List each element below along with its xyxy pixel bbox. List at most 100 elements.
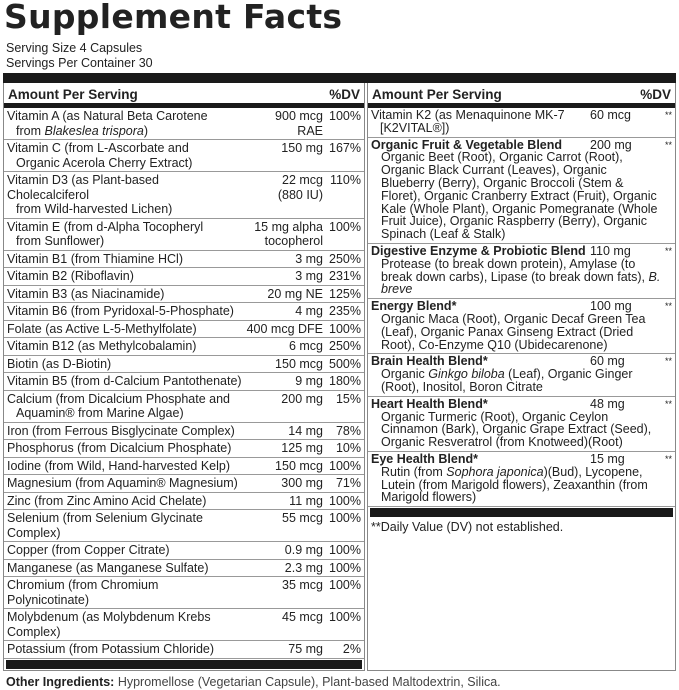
name-line: Vitamin B2 (Riboflavin): [7, 269, 243, 284]
nutrient-row: Selenium (from Selenium Glycinate Comple…: [4, 510, 364, 542]
name-line: Brain Health Blend*: [371, 355, 590, 368]
amount: 150 mg: [243, 141, 323, 170]
text-part: Organic Acerola Cherry Extract): [16, 155, 193, 170]
amount-line: 2.3 mg: [284, 560, 323, 575]
amount-line: 100 mg: [590, 299, 632, 314]
text-part: Zinc (from Zinc Amino Acid Chelate): [7, 493, 207, 508]
amount: 300 mg: [243, 476, 323, 491]
name-continuation: Organic Acerola Cherry Extract): [7, 156, 243, 171]
text-part: Iron (from Ferrous Bisglycinate Complex): [7, 423, 235, 438]
blend-ingredients: Organic Turmeric (Root), Organic Ceylon …: [368, 410, 675, 449]
name-line: Copper (from Copper Citrate): [7, 543, 243, 558]
name-line: Chromium (from Chromium Polynicotinate): [7, 578, 243, 607]
amount-line: 150 mg: [281, 141, 323, 155]
nutrient-name: Chromium (from Chromium Polynicotinate): [4, 578, 243, 607]
name-line: Heart Health Blend*: [371, 396, 590, 411]
amount: 60 mcg: [590, 109, 656, 135]
nutrient-row: Phosphorus (from Dicalcium Phosphate) 125…: [4, 440, 364, 458]
daily-value: **: [664, 139, 672, 150]
text-part: Rutin (from: [381, 464, 447, 479]
daily-value: 100%: [329, 321, 361, 336]
text-part: Organic: [381, 367, 429, 382]
amount-line: 150 mcg: [275, 458, 323, 473]
nutrient-name: Zinc (from Zinc Amino Acid Chelate): [4, 494, 243, 509]
blend-ingredients: Organic Beet (Root), Organic Carrot (Roo…: [368, 151, 675, 241]
amount: 900 mcg RAE: [243, 109, 323, 138]
name-line: Magnesium (from Aquamin® Magnesium): [7, 476, 243, 491]
amount: 14 mg: [243, 424, 323, 439]
amount-line: 200 mg: [590, 137, 632, 152]
name-line: Selenium (from Selenium Glycinate Comple…: [7, 511, 243, 540]
text-part: (Leaf), Organic Ginger (Root), Inositol,…: [381, 367, 633, 394]
amount: 200 mg: [590, 137, 656, 152]
text-part: from: [16, 123, 45, 138]
nutrient-row: Manganese (as Manganese Sulfate) 2.3 mg 10…: [4, 560, 364, 577]
nutrient-row: Iodine (from Wild, Hand-harvested Kelp) 1…: [4, 458, 364, 475]
amount-line: 125 mg: [281, 441, 323, 455]
amount-line: 15 mg alpha: [254, 219, 323, 234]
nutrient-name: Phosphorus (from Dicalcium Phosphate): [4, 441, 243, 456]
amount-line: 35 mcg: [282, 578, 323, 592]
name-line: Digestive Enzyme & Probiotic Blend: [371, 245, 590, 258]
amount: 55 mcg: [243, 511, 323, 540]
daily-value: 125%: [329, 286, 361, 301]
nutrient-name: Iodine (from Wild, Hand-harvested Kelp): [4, 459, 243, 474]
text-part: Biotin (as D-Biotin): [7, 356, 112, 371]
nutrient-row: Vitamin A (as Natural Beta Carotene from …: [4, 108, 364, 140]
text-part: Digestive Enzyme & Probiotic Blend: [371, 243, 586, 258]
amount: 60 mg: [590, 355, 656, 368]
amount-line: 4 mg: [295, 304, 323, 318]
daily-value: **: [664, 245, 672, 256]
daily-value: 100%: [329, 511, 361, 525]
text-part: Calcium (from Dicalcium Phosphate and: [7, 391, 231, 406]
amount-line: 15 mg: [590, 451, 625, 466]
amount-line: (880 IU): [277, 187, 323, 202]
italic-part: B. breve: [381, 269, 661, 297]
nutrient-row: Iron (from Ferrous Bisglycinate Complex)…: [4, 423, 364, 440]
daily-value: 71%: [335, 476, 361, 490]
name-line: Calcium (from Dicalcium Phosphate and: [7, 392, 243, 407]
amount: 9 mg: [243, 374, 323, 389]
daily-value: 78%: [335, 423, 361, 438]
nutrient-name: Vitamin A (as Natural Beta Carotene from …: [4, 109, 243, 138]
text-part: Vitamin B6 (from Pyridoxal-5-Phosphate): [7, 304, 234, 318]
nutrient-name: Heart Health Blend*: [368, 396, 590, 411]
text-part: Vitamin D3 (as Plant-based Cholecalcifer…: [7, 173, 159, 202]
text-part: Heart Health Blend*: [371, 396, 488, 411]
nutrient-name: Vitamin B12 (as Methylcobalamin): [4, 339, 243, 354]
daily-value: 100%: [329, 109, 361, 123]
right-header: Amount Per Serving %DV: [368, 83, 675, 108]
text-part: Vitamin B3 (as Niacinamide): [7, 286, 165, 301]
nutrient-name: Selenium (from Selenium Glycinate Comple…: [4, 511, 243, 540]
nutrient-name: Biotin (as D-Biotin): [4, 357, 243, 372]
amount: 15 mg: [590, 453, 656, 466]
amount-line: 200 mg: [281, 391, 323, 406]
amount: 3 mg: [243, 252, 323, 267]
nutrient-row: Chromium (from Chromium Polynicotinate) 3…: [4, 577, 364, 609]
amount: 150 mcg: [243, 459, 323, 474]
amount-header: Amount Per Serving: [8, 87, 138, 102]
text-part: Phosphorus (from Dicalcium Phosphate): [7, 441, 232, 455]
daily-value: **: [664, 301, 672, 312]
dv-header: %DV: [329, 87, 360, 102]
right-rows: Vitamin K2 (as Menaquinone MK-7 [K2VITAL®…: [368, 108, 675, 508]
amount-line: 22 mcg: [282, 173, 323, 187]
daily-value: 100%: [329, 458, 361, 473]
text-part: Iodine (from Wild, Hand-harvested Kelp): [7, 458, 231, 473]
name-line: Phosphorus (from Dicalcium Phosphate): [7, 441, 243, 456]
name-line: Vitamin E (from d-Alpha Tocopheryl: [7, 220, 243, 235]
name-continuation: from Blakeslea trispora): [7, 124, 243, 139]
other-ingredients-text: Hypromellose (Vegetarian Capsule), Plant…: [114, 675, 501, 689]
text-part: Vitamin K2 (as Menaquinone MK-7: [371, 108, 565, 122]
daily-value: 500%: [329, 356, 361, 371]
left-rows: Vitamin A (as Natural Beta Carotene from …: [4, 108, 364, 659]
blend-ingredients: Protease (to break down protein), Amylas…: [368, 257, 675, 297]
amount: 4 mg: [243, 304, 323, 319]
amount: 0.9 mg: [243, 543, 323, 558]
nutrient-name: Vitamin B2 (Riboflavin): [4, 269, 243, 284]
nutrient-name: Eye Health Blend*: [368, 453, 590, 466]
italic-part: Blakeslea trispora: [44, 123, 144, 138]
nutrient-row: Vitamin E (from d-Alpha Tocopheryl from S…: [4, 219, 364, 251]
amount: 6 mcg: [243, 339, 323, 354]
amount: 110 mg: [590, 245, 656, 258]
